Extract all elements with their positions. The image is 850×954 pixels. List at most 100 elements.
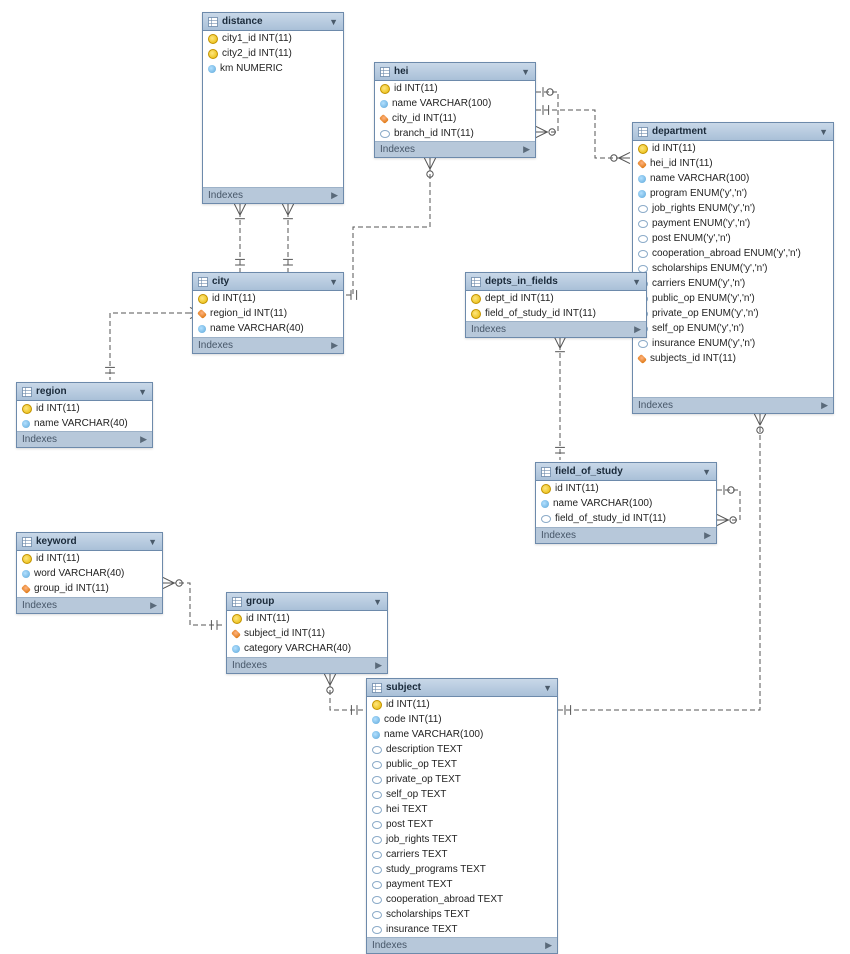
field-row[interactable]: post TEXT: [367, 817, 557, 832]
field-row[interactable]: name VARCHAR(100): [375, 96, 535, 111]
entity-footer[interactable]: Indexes▶: [367, 937, 557, 953]
chevron-down-icon[interactable]: ▼: [138, 387, 147, 397]
entity-header-field_of_study[interactable]: field_of_study▼: [536, 463, 716, 481]
chevron-right-icon[interactable]: ▶: [821, 400, 828, 411]
field-row[interactable]: id INT(11): [17, 551, 162, 566]
chevron-right-icon[interactable]: ▶: [375, 660, 382, 671]
entity-footer[interactable]: Indexes▶: [227, 657, 387, 673]
chevron-down-icon[interactable]: ▼: [373, 597, 382, 607]
entity-footer[interactable]: Indexes▶: [633, 397, 833, 413]
entity-header-hei[interactable]: hei▼: [375, 63, 535, 81]
field-row[interactable]: name VARCHAR(40): [193, 321, 343, 336]
chevron-down-icon[interactable]: ▼: [521, 67, 530, 77]
entity-header-keyword[interactable]: keyword▼: [17, 533, 162, 551]
field-row[interactable]: public_op TEXT: [367, 757, 557, 772]
entity-footer[interactable]: Indexes▶: [466, 321, 646, 337]
field-row[interactable]: study_programs TEXT: [367, 862, 557, 877]
field-row[interactable]: group_id INT(11): [17, 581, 162, 596]
field-row[interactable]: name VARCHAR(100): [536, 496, 716, 511]
field-row[interactable]: id INT(11): [367, 697, 557, 712]
field-row[interactable]: self_op ENUM('y','n'): [633, 321, 833, 336]
field-row[interactable]: private_op ENUM('y','n'): [633, 306, 833, 321]
field-row[interactable]: city_id INT(11): [375, 111, 535, 126]
chevron-right-icon[interactable]: ▶: [331, 190, 338, 201]
field-row[interactable]: id INT(11): [193, 291, 343, 306]
field-row[interactable]: insurance TEXT: [367, 922, 557, 937]
chevron-down-icon[interactable]: ▼: [329, 17, 338, 27]
entity-depts_in_fields[interactable]: depts_in_fields▼dept_id INT(11)field_of_…: [465, 272, 647, 338]
entity-footer[interactable]: Indexes▶: [536, 527, 716, 543]
entity-header-city[interactable]: city▼: [193, 273, 343, 291]
field-row[interactable]: dept_id INT(11): [466, 291, 646, 306]
field-row[interactable]: payment TEXT: [367, 877, 557, 892]
field-row[interactable]: program ENUM('y','n'): [633, 186, 833, 201]
field-row[interactable]: id INT(11): [375, 81, 535, 96]
chevron-down-icon[interactable]: ▼: [543, 683, 552, 693]
entity-header-depts_in_fields[interactable]: depts_in_fields▼: [466, 273, 646, 291]
field-row[interactable]: cooperation_abroad ENUM('y','n'): [633, 246, 833, 261]
entity-subject[interactable]: subject▼id INT(11)code INT(11)name VARCH…: [366, 678, 558, 954]
entity-footer[interactable]: Indexes▶: [375, 141, 535, 157]
entity-footer[interactable]: Indexes▶: [203, 187, 343, 203]
field-row[interactable]: id INT(11): [227, 611, 387, 626]
chevron-right-icon[interactable]: ▶: [545, 940, 552, 951]
entity-header-region[interactable]: region▼: [17, 383, 152, 401]
field-row[interactable]: field_of_study_id INT(11): [536, 511, 716, 526]
entity-group[interactable]: group▼id INT(11)subject_id INT(11)catego…: [226, 592, 388, 674]
field-row[interactable]: name VARCHAR(100): [367, 727, 557, 742]
field-row[interactable]: city2_id INT(11): [203, 46, 343, 61]
chevron-right-icon[interactable]: ▶: [704, 530, 711, 541]
field-row[interactable]: name VARCHAR(40): [17, 416, 152, 431]
field-row[interactable]: id INT(11): [17, 401, 152, 416]
chevron-right-icon[interactable]: ▶: [331, 340, 338, 351]
chevron-right-icon[interactable]: ▶: [523, 144, 530, 155]
entity-header-subject[interactable]: subject▼: [367, 679, 557, 697]
field-row[interactable]: job_rights TEXT: [367, 832, 557, 847]
entity-distance[interactable]: distance▼city1_id INT(11)city2_id INT(11…: [202, 12, 344, 204]
entity-region[interactable]: region▼id INT(11)name VARCHAR(40)Indexes…: [16, 382, 153, 448]
chevron-down-icon[interactable]: ▼: [819, 127, 828, 137]
field-row[interactable]: id INT(11): [536, 481, 716, 496]
field-row[interactable]: carriers ENUM('y','n'): [633, 276, 833, 291]
entity-footer[interactable]: Indexes▶: [17, 597, 162, 613]
entity-header-department[interactable]: department▼: [633, 123, 833, 141]
entity-department[interactable]: department▼id INT(11)hei_id INT(11)name …: [632, 122, 834, 414]
field-row[interactable]: subject_id INT(11): [227, 626, 387, 641]
field-row[interactable]: city1_id INT(11): [203, 31, 343, 46]
field-row[interactable]: job_rights ENUM('y','n'): [633, 201, 833, 216]
entity-footer[interactable]: Indexes▶: [17, 431, 152, 447]
field-row[interactable]: post ENUM('y','n'): [633, 231, 833, 246]
field-row[interactable]: km NUMERIC: [203, 61, 343, 76]
field-row[interactable]: region_id INT(11): [193, 306, 343, 321]
field-row[interactable]: scholarships ENUM('y','n'): [633, 261, 833, 276]
field-row[interactable]: self_op TEXT: [367, 787, 557, 802]
field-row[interactable]: insurance ENUM('y','n'): [633, 336, 833, 351]
chevron-right-icon[interactable]: ▶: [634, 324, 641, 335]
field-row[interactable]: category VARCHAR(40): [227, 641, 387, 656]
field-row[interactable]: branch_id INT(11): [375, 126, 535, 141]
field-row[interactable]: hei_id INT(11): [633, 156, 833, 171]
entity-footer[interactable]: Indexes▶: [193, 337, 343, 353]
field-row[interactable]: description TEXT: [367, 742, 557, 757]
chevron-right-icon[interactable]: ▶: [150, 600, 157, 611]
field-row[interactable]: field_of_study_id INT(11): [466, 306, 646, 321]
chevron-down-icon[interactable]: ▼: [702, 467, 711, 477]
field-row[interactable]: id INT(11): [633, 141, 833, 156]
chevron-down-icon[interactable]: ▼: [148, 537, 157, 547]
field-row[interactable]: subjects_id INT(11): [633, 351, 833, 366]
field-row[interactable]: public_op ENUM('y','n'): [633, 291, 833, 306]
field-row[interactable]: name VARCHAR(100): [633, 171, 833, 186]
chevron-right-icon[interactable]: ▶: [140, 434, 147, 445]
chevron-down-icon[interactable]: ▼: [632, 277, 641, 287]
entity-header-distance[interactable]: distance▼: [203, 13, 343, 31]
entity-keyword[interactable]: keyword▼id INT(11)word VARCHAR(40)group_…: [16, 532, 163, 614]
field-row[interactable]: carriers TEXT: [367, 847, 557, 862]
field-row[interactable]: code INT(11): [367, 712, 557, 727]
field-row[interactable]: cooperation_abroad TEXT: [367, 892, 557, 907]
field-row[interactable]: scholarships TEXT: [367, 907, 557, 922]
field-row[interactable]: payment ENUM('y','n'): [633, 216, 833, 231]
field-row[interactable]: hei TEXT: [367, 802, 557, 817]
entity-header-group[interactable]: group▼: [227, 593, 387, 611]
entity-field_of_study[interactable]: field_of_study▼id INT(11)name VARCHAR(10…: [535, 462, 717, 544]
chevron-down-icon[interactable]: ▼: [329, 277, 338, 287]
